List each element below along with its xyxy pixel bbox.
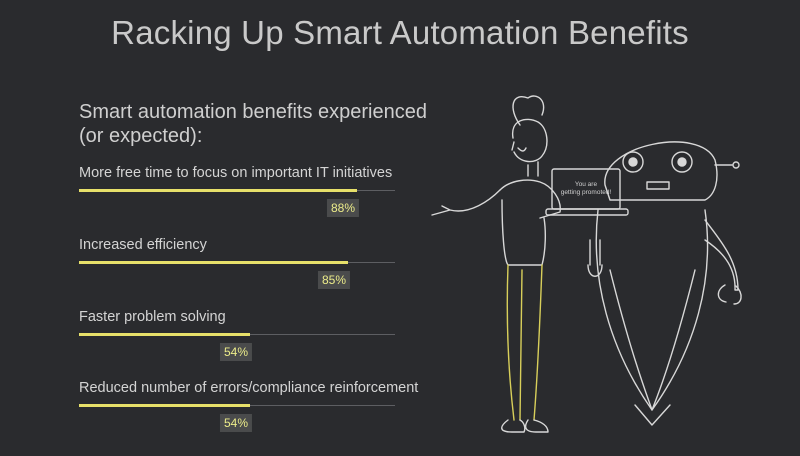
- laptop-illustration: [545, 168, 629, 216]
- bar: [79, 404, 250, 407]
- bar: [79, 189, 357, 192]
- bar-group: More free time to focus on important IT …: [79, 165, 399, 235]
- bar-value-label: 54%: [219, 414, 252, 432]
- bar-group: Increased efficiency 85%: [79, 237, 399, 307]
- laptop-text-line-1: You are: [574, 181, 598, 188]
- bar: [79, 261, 348, 264]
- woman-illustration: [431, 95, 561, 433]
- bar: [79, 333, 250, 336]
- bar-category-label: Increased efficiency: [79, 237, 207, 253]
- bar-group: Reduced number of errors/compliance rein…: [79, 380, 418, 450]
- robot-illustration: [587, 141, 742, 426]
- page-title: Racking Up Smart Automation Benefits: [111, 14, 689, 51]
- bar-value-label: 88%: [326, 199, 359, 217]
- laptop-screen-text: You are getting promoted!: [554, 181, 618, 197]
- bar-category-label: Faster problem solving: [79, 309, 226, 325]
- bar-group: Faster problem solving 54%: [79, 309, 399, 379]
- bar-category-label: Reduced number of errors/compliance rein…: [79, 380, 419, 396]
- laptop-text-line-2: getting promoted!: [560, 189, 612, 196]
- bar-category-label: More free time to focus on important IT …: [79, 165, 393, 181]
- woman-and-robot-illustration: You are getting promoted!: [420, 90, 760, 450]
- chart-title: Smart automation benefits experienced (o…: [79, 101, 427, 147]
- bar-value-label: 85%: [317, 271, 350, 289]
- bar-value-label: 54%: [219, 343, 252, 361]
